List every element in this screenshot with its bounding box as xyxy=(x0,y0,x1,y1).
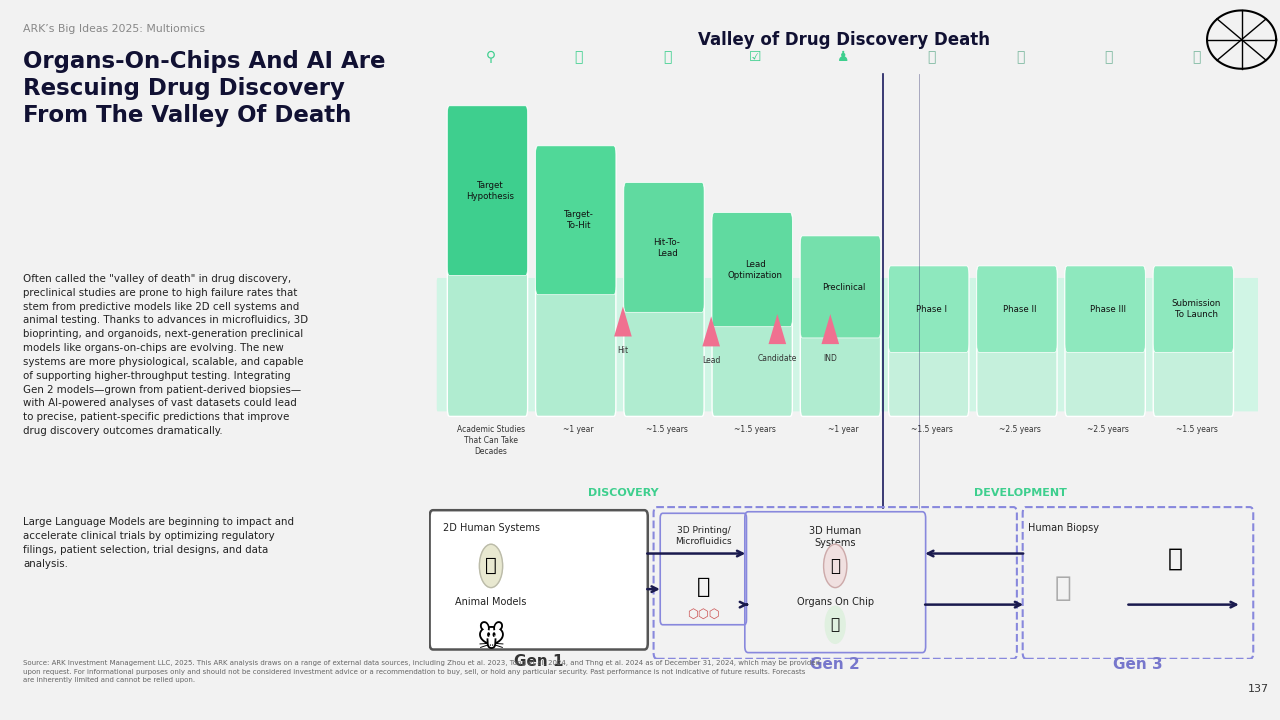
FancyBboxPatch shape xyxy=(535,146,616,294)
Polygon shape xyxy=(614,307,632,336)
FancyBboxPatch shape xyxy=(888,266,969,352)
Text: Valley of Drug Discovery Death: Valley of Drug Discovery Death xyxy=(698,31,989,49)
Text: ♟: ♟ xyxy=(837,50,850,65)
Text: Preclinical: Preclinical xyxy=(822,282,865,292)
Polygon shape xyxy=(703,316,719,346)
Text: Gen 3: Gen 3 xyxy=(1114,657,1162,672)
Text: ~1.5 years: ~1.5 years xyxy=(646,425,687,433)
FancyBboxPatch shape xyxy=(712,213,792,416)
Text: Candidate: Candidate xyxy=(758,354,797,363)
Text: 👥: 👥 xyxy=(1105,50,1112,65)
Text: Gen 1: Gen 1 xyxy=(515,654,563,669)
Text: DEVELOPMENT: DEVELOPMENT xyxy=(974,488,1066,498)
Text: Target
Hypothesis: Target Hypothesis xyxy=(467,181,515,201)
FancyBboxPatch shape xyxy=(1065,266,1146,416)
Text: Organs On Chip: Organs On Chip xyxy=(796,597,874,607)
Text: ~2.5 years: ~2.5 years xyxy=(1000,425,1041,433)
FancyBboxPatch shape xyxy=(977,266,1057,352)
Text: Target-
To-Hit: Target- To-Hit xyxy=(564,210,594,230)
Text: ~1.5 years: ~1.5 years xyxy=(1175,425,1217,433)
Text: ⧉: ⧉ xyxy=(575,50,582,65)
Text: 👤: 👤 xyxy=(1055,574,1071,602)
Circle shape xyxy=(826,606,845,644)
Text: Phase I: Phase I xyxy=(916,305,947,314)
Polygon shape xyxy=(768,314,786,344)
FancyBboxPatch shape xyxy=(430,510,648,649)
Text: Human Biopsy: Human Biopsy xyxy=(1028,523,1098,533)
FancyBboxPatch shape xyxy=(712,212,792,327)
Text: Lead: Lead xyxy=(701,356,721,366)
Text: Organs-On-Chips And AI Are
Rescuing Drug Discovery
From The Valley Of Death: Organs-On-Chips And AI Are Rescuing Drug… xyxy=(23,50,385,127)
Text: 🔬: 🔬 xyxy=(696,577,710,597)
FancyBboxPatch shape xyxy=(977,266,1057,416)
Text: Often called the "valley of death" in drug discovery,
preclinical studies are pr: Often called the "valley of death" in dr… xyxy=(23,274,308,436)
Text: Submission
To Launch: Submission To Launch xyxy=(1171,300,1221,320)
Text: ~1 year: ~1 year xyxy=(563,425,594,433)
Text: 2D Human Systems: 2D Human Systems xyxy=(443,523,539,533)
Text: Hit-To-
Lead: Hit-To- Lead xyxy=(654,238,681,258)
Text: 🐭: 🐭 xyxy=(476,625,506,653)
Text: 🤖: 🤖 xyxy=(1167,546,1183,570)
Text: Animal Models: Animal Models xyxy=(456,597,526,607)
FancyBboxPatch shape xyxy=(1065,266,1146,352)
FancyBboxPatch shape xyxy=(888,266,969,416)
Text: 📋: 📋 xyxy=(1192,50,1201,65)
Text: ARK’s Big Ideas 2025: Multiomics: ARK’s Big Ideas 2025: Multiomics xyxy=(23,24,205,34)
Text: 137: 137 xyxy=(1248,684,1268,693)
FancyBboxPatch shape xyxy=(447,106,527,416)
FancyBboxPatch shape xyxy=(535,146,616,416)
Text: IND: IND xyxy=(823,354,837,363)
Text: 🌿: 🌿 xyxy=(485,557,497,575)
Text: Phase III: Phase III xyxy=(1091,305,1126,314)
Text: 💊: 💊 xyxy=(831,617,840,632)
Text: ⚲: ⚲ xyxy=(485,50,495,65)
Text: ~1.5 years: ~1.5 years xyxy=(911,425,952,433)
Text: 👤: 👤 xyxy=(928,50,936,65)
FancyBboxPatch shape xyxy=(1153,266,1234,352)
Text: 🌲: 🌲 xyxy=(663,50,671,65)
Text: ~2.5 years: ~2.5 years xyxy=(1087,425,1129,433)
Text: Large Language Models are beginning to impact and
accelerate clinical trials by : Large Language Models are beginning to i… xyxy=(23,518,294,569)
Text: Lead
Optimization: Lead Optimization xyxy=(728,260,783,280)
Text: DISCOVERY: DISCOVERY xyxy=(588,488,658,498)
Text: Source: ARK Investment Management LLC, 2025. This ARK analysis draws on a range : Source: ARK Investment Management LLC, 2… xyxy=(23,660,820,683)
Polygon shape xyxy=(822,314,840,344)
Text: 👥: 👥 xyxy=(1016,50,1024,65)
Text: 🔴: 🔴 xyxy=(831,557,840,575)
Text: Academic Studies
That Can Take
Decades: Academic Studies That Can Take Decades xyxy=(457,425,525,456)
Text: ~1 year: ~1 year xyxy=(828,425,859,433)
Text: ☑: ☑ xyxy=(749,50,762,65)
Text: Phase II: Phase II xyxy=(1004,305,1037,314)
Circle shape xyxy=(823,544,847,588)
FancyBboxPatch shape xyxy=(800,236,881,416)
Text: 3D Human
Systems: 3D Human Systems xyxy=(809,526,861,548)
Text: ⬡⬡⬡: ⬡⬡⬡ xyxy=(687,608,719,621)
Text: Hit: Hit xyxy=(617,346,628,356)
FancyBboxPatch shape xyxy=(623,183,704,312)
FancyBboxPatch shape xyxy=(623,183,704,416)
FancyBboxPatch shape xyxy=(800,236,881,338)
FancyBboxPatch shape xyxy=(436,278,1260,411)
Text: ~1.5 years: ~1.5 years xyxy=(735,425,776,433)
FancyBboxPatch shape xyxy=(1153,266,1234,416)
FancyBboxPatch shape xyxy=(447,106,527,276)
Text: Gen 2: Gen 2 xyxy=(810,657,860,672)
Text: 3D Printing/
Microfluidics: 3D Printing/ Microfluidics xyxy=(675,526,732,546)
Circle shape xyxy=(480,544,503,588)
